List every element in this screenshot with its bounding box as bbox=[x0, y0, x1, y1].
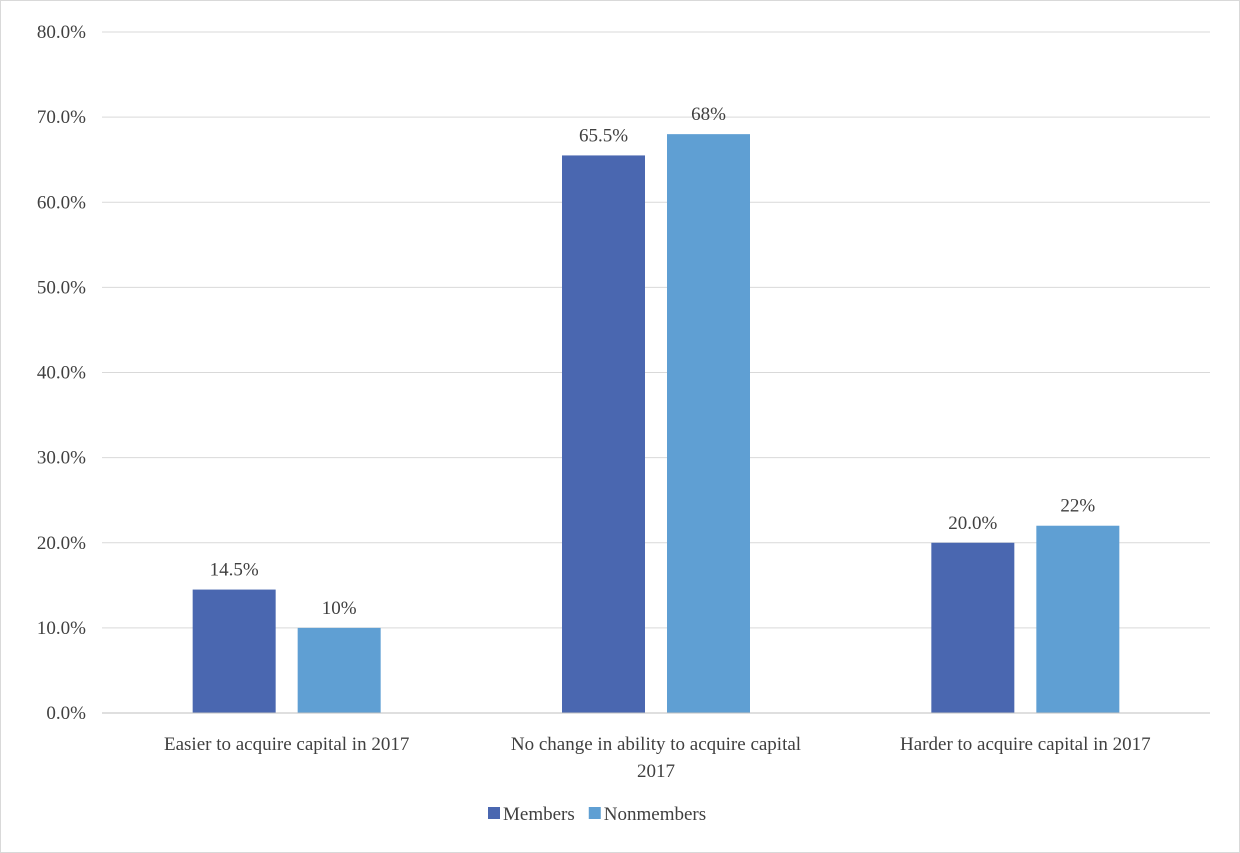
data-labels: 14.5% 10% 65.5% 68% 20.0% 22% bbox=[210, 104, 1096, 619]
bar-members-1 bbox=[192, 589, 276, 713]
y-tick-label: 70.0% bbox=[37, 107, 86, 128]
y-axis-tick-labels: 0.0% 10.0% 20.0% 30.0% 40.0% 50.0% 60.0% 70.0% 8… bbox=[37, 22, 86, 724]
data-label: 20.0% bbox=[948, 513, 997, 534]
y-tick-label: 80.0% bbox=[37, 22, 86, 43]
category-label: 2017 bbox=[637, 761, 675, 782]
bar-nonmembers-1 bbox=[297, 627, 381, 713]
data-label: 10% bbox=[322, 598, 357, 619]
y-tick-label: 20.0% bbox=[37, 533, 86, 554]
bar-nonmembers-3 bbox=[1036, 525, 1120, 713]
data-label: 14.5% bbox=[210, 560, 259, 581]
bar-members-2 bbox=[562, 155, 645, 713]
bar-nonmembers-2 bbox=[667, 134, 750, 713]
y-tick-label: 10.0% bbox=[37, 618, 86, 639]
y-tick-label: 40.0% bbox=[37, 363, 86, 384]
category-labels: Easier to acquire capital in 2017 No chan… bbox=[164, 734, 1151, 782]
legend-swatch-members bbox=[488, 807, 500, 819]
gridlines bbox=[102, 31, 1210, 629]
y-tick-label: 30.0% bbox=[37, 448, 86, 469]
legend-label-members: Members bbox=[503, 804, 575, 825]
legend: Members Nonmembers bbox=[488, 804, 706, 825]
legend-label-nonmembers: Nonmembers bbox=[604, 804, 706, 825]
legend-swatch-nonmembers bbox=[588, 807, 601, 819]
category-label: Easier to acquire capital in 2017 bbox=[164, 734, 409, 755]
bar-members-3 bbox=[931, 542, 1015, 713]
data-label: 65.5% bbox=[579, 125, 628, 146]
category-label: No change in ability to acquire capital bbox=[511, 734, 801, 755]
data-label: 68% bbox=[691, 104, 726, 125]
category-label: Harder to acquire capital in 2017 bbox=[900, 734, 1151, 755]
y-tick-label: 0.0% bbox=[46, 703, 86, 724]
y-tick-label: 60.0% bbox=[37, 192, 86, 213]
data-label: 22% bbox=[1060, 496, 1095, 517]
y-tick-label: 50.0% bbox=[37, 277, 86, 298]
bars bbox=[192, 134, 1120, 713]
